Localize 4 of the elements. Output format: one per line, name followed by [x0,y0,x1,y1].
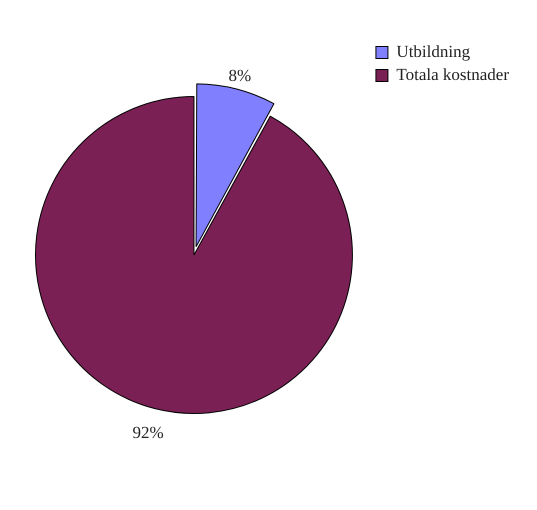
legend-label: Totala kostnader [396,64,510,84]
data-label: 92% [132,423,164,442]
data-label: 8% [228,66,252,85]
legend-label: Utbildning [396,42,471,61]
